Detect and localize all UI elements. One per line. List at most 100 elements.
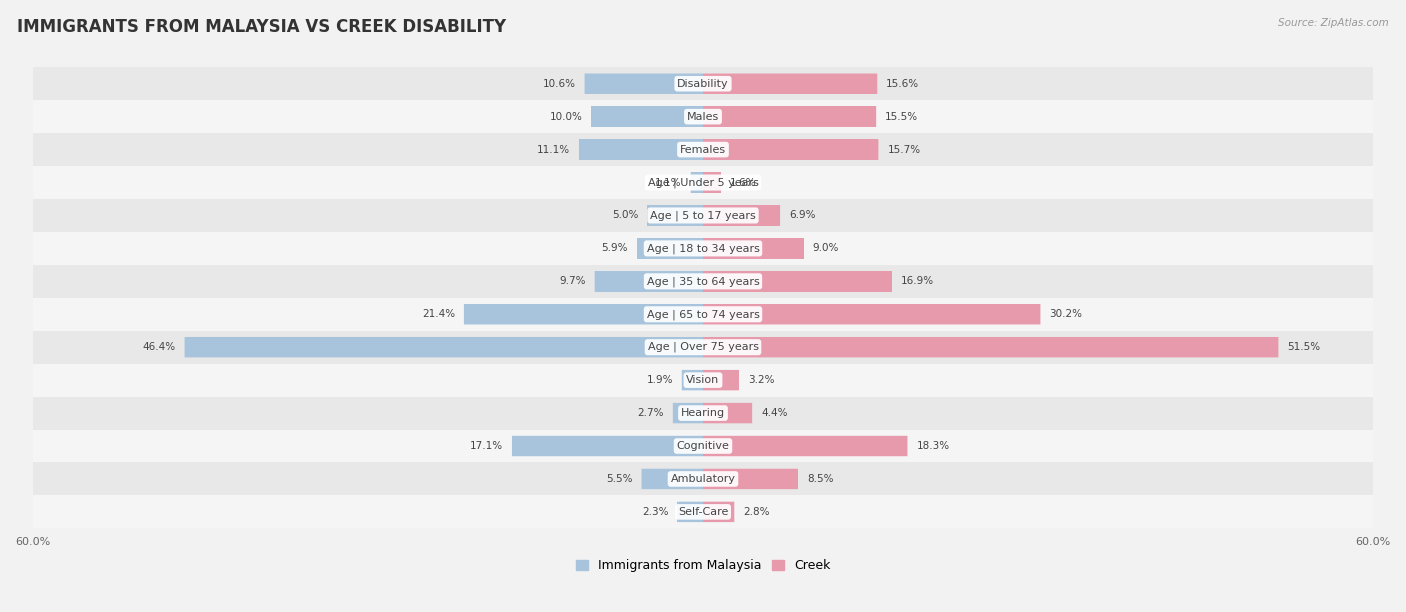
Text: Age | 35 to 64 years: Age | 35 to 64 years xyxy=(647,276,759,286)
Text: Cognitive: Cognitive xyxy=(676,441,730,451)
FancyBboxPatch shape xyxy=(703,205,780,226)
Text: 1.9%: 1.9% xyxy=(647,375,673,385)
FancyBboxPatch shape xyxy=(641,469,703,489)
FancyBboxPatch shape xyxy=(595,271,703,291)
FancyBboxPatch shape xyxy=(184,337,703,357)
Text: Hearing: Hearing xyxy=(681,408,725,418)
Text: 18.3%: 18.3% xyxy=(917,441,949,451)
Text: 30.2%: 30.2% xyxy=(1049,309,1083,319)
Text: 46.4%: 46.4% xyxy=(142,342,176,353)
FancyBboxPatch shape xyxy=(703,370,738,390)
Text: 17.1%: 17.1% xyxy=(470,441,503,451)
FancyBboxPatch shape xyxy=(703,436,907,456)
Text: 1.6%: 1.6% xyxy=(730,177,756,187)
Bar xyxy=(703,370,738,390)
Bar xyxy=(10,496,1396,528)
Bar xyxy=(512,436,703,456)
FancyBboxPatch shape xyxy=(703,271,891,291)
Text: 10.6%: 10.6% xyxy=(543,79,575,89)
FancyBboxPatch shape xyxy=(703,469,799,489)
Bar xyxy=(703,271,891,291)
FancyBboxPatch shape xyxy=(703,140,879,160)
Bar xyxy=(678,502,703,522)
FancyBboxPatch shape xyxy=(703,238,804,259)
FancyBboxPatch shape xyxy=(464,304,703,324)
FancyBboxPatch shape xyxy=(673,403,703,424)
FancyBboxPatch shape xyxy=(585,73,703,94)
Bar xyxy=(10,463,1396,496)
Bar xyxy=(703,436,907,456)
Bar xyxy=(10,100,1396,133)
Bar xyxy=(641,469,703,489)
Text: 4.4%: 4.4% xyxy=(761,408,787,418)
Bar xyxy=(10,133,1396,166)
Text: 51.5%: 51.5% xyxy=(1288,342,1320,353)
Text: 5.9%: 5.9% xyxy=(602,244,628,253)
Text: 11.1%: 11.1% xyxy=(537,144,569,155)
FancyBboxPatch shape xyxy=(703,173,721,193)
Text: IMMIGRANTS FROM MALAYSIA VS CREEK DISABILITY: IMMIGRANTS FROM MALAYSIA VS CREEK DISABI… xyxy=(17,18,506,36)
Bar xyxy=(703,106,876,127)
Bar xyxy=(579,140,703,160)
FancyBboxPatch shape xyxy=(512,436,703,456)
Text: Males: Males xyxy=(688,111,718,122)
Text: 16.9%: 16.9% xyxy=(901,277,934,286)
Bar xyxy=(703,502,734,522)
Text: 2.8%: 2.8% xyxy=(744,507,769,517)
FancyBboxPatch shape xyxy=(682,370,703,390)
Bar xyxy=(703,73,877,94)
Bar xyxy=(464,304,703,324)
Text: 21.4%: 21.4% xyxy=(422,309,456,319)
Bar xyxy=(595,271,703,291)
Bar xyxy=(690,173,703,193)
Text: Source: ZipAtlas.com: Source: ZipAtlas.com xyxy=(1278,18,1389,28)
FancyBboxPatch shape xyxy=(592,106,703,127)
Text: Age | Over 75 years: Age | Over 75 years xyxy=(648,342,758,353)
FancyBboxPatch shape xyxy=(703,337,1278,357)
Bar xyxy=(703,238,804,259)
Bar xyxy=(682,370,703,390)
Text: Disability: Disability xyxy=(678,79,728,89)
Text: Females: Females xyxy=(681,144,725,155)
Text: Age | 65 to 74 years: Age | 65 to 74 years xyxy=(647,309,759,319)
Bar xyxy=(585,73,703,94)
Text: Age | 5 to 17 years: Age | 5 to 17 years xyxy=(650,210,756,221)
Bar xyxy=(703,469,799,489)
Text: 10.0%: 10.0% xyxy=(550,111,582,122)
Text: 1.1%: 1.1% xyxy=(655,177,682,187)
Text: 9.7%: 9.7% xyxy=(560,277,586,286)
Text: 5.0%: 5.0% xyxy=(612,211,638,220)
Bar xyxy=(184,337,703,357)
Text: 15.7%: 15.7% xyxy=(887,144,921,155)
FancyBboxPatch shape xyxy=(678,502,703,522)
FancyBboxPatch shape xyxy=(703,106,876,127)
Bar xyxy=(10,232,1396,265)
FancyBboxPatch shape xyxy=(579,140,703,160)
Bar xyxy=(10,330,1396,364)
Bar xyxy=(10,199,1396,232)
Bar xyxy=(10,364,1396,397)
Bar xyxy=(703,337,1278,357)
Bar xyxy=(703,140,879,160)
Bar xyxy=(10,397,1396,430)
Text: 2.3%: 2.3% xyxy=(643,507,668,517)
Bar xyxy=(10,298,1396,330)
Bar xyxy=(10,166,1396,199)
Bar xyxy=(703,173,721,193)
Bar xyxy=(592,106,703,127)
FancyBboxPatch shape xyxy=(637,238,703,259)
Text: Ambulatory: Ambulatory xyxy=(671,474,735,484)
Bar xyxy=(10,265,1396,298)
Text: 3.2%: 3.2% xyxy=(748,375,775,385)
FancyBboxPatch shape xyxy=(647,205,703,226)
Bar xyxy=(10,67,1396,100)
Text: 5.5%: 5.5% xyxy=(606,474,633,484)
FancyBboxPatch shape xyxy=(703,403,752,424)
Legend: Immigrants from Malaysia, Creek: Immigrants from Malaysia, Creek xyxy=(575,559,831,572)
Bar xyxy=(637,238,703,259)
FancyBboxPatch shape xyxy=(703,73,877,94)
Text: 8.5%: 8.5% xyxy=(807,474,834,484)
Text: 6.9%: 6.9% xyxy=(789,211,815,220)
Bar xyxy=(703,403,752,424)
Bar xyxy=(647,205,703,226)
